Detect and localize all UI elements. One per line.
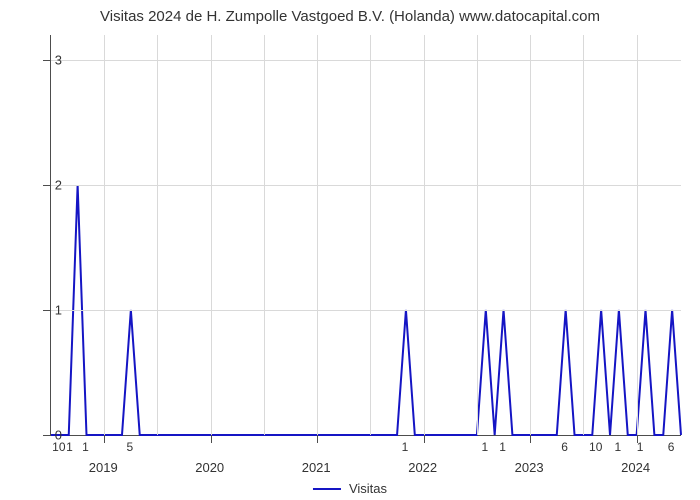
- grid-line-v: [530, 35, 531, 435]
- grid-line-v: [583, 35, 584, 435]
- x-axis-minor-label: 1: [402, 440, 409, 454]
- grid-line-v: [211, 35, 212, 435]
- x-axis-year-label: 2021: [302, 460, 331, 475]
- legend: Visitas: [313, 481, 387, 496]
- grid-line-v: [424, 35, 425, 435]
- y-tick: [43, 310, 51, 311]
- x-axis-minor-label: 5: [127, 440, 134, 454]
- x-tick: [530, 435, 531, 443]
- y-axis-label: 2: [55, 178, 62, 193]
- legend-swatch: [313, 488, 341, 490]
- x-axis-minor-label: 6: [561, 440, 568, 454]
- x-axis-minor-label: 1: [499, 440, 506, 454]
- x-tick: [211, 435, 212, 443]
- y-tick: [43, 185, 51, 186]
- x-axis-year-label: 2019: [89, 460, 118, 475]
- grid-line-v: [370, 35, 371, 435]
- grid-line-v: [264, 35, 265, 435]
- x-axis-year-label: 2022: [408, 460, 437, 475]
- x-axis-minor-label: 1: [637, 440, 644, 454]
- visits-chart: Visitas 2024 de H. Zumpolle Vastgoed B.V…: [0, 0, 700, 500]
- y-tick: [43, 60, 51, 61]
- x-axis-year-label: 2020: [195, 460, 224, 475]
- grid-line-h: [51, 60, 681, 61]
- grid-line-v: [317, 35, 318, 435]
- x-axis-year-label: 2024: [621, 460, 650, 475]
- x-axis-minor-label: 1: [82, 440, 89, 454]
- x-tick: [317, 435, 318, 443]
- plot-area: [50, 35, 681, 436]
- grid-line-h: [51, 310, 681, 311]
- grid-line-v: [477, 35, 478, 435]
- y-axis-label: 3: [55, 53, 62, 68]
- grid-line-h: [51, 185, 681, 186]
- grid-line-v: [157, 35, 158, 435]
- grid-line-v: [637, 35, 638, 435]
- x-axis-minor-label: 1: [66, 440, 73, 454]
- x-axis-minor-label: 10: [52, 440, 65, 454]
- x-tick: [104, 435, 105, 443]
- grid-line-v: [104, 35, 105, 435]
- x-axis-year-label: 2023: [515, 460, 544, 475]
- chart-title: Visitas 2024 de H. Zumpolle Vastgoed B.V…: [0, 0, 700, 25]
- x-axis-minor-label: 6: [668, 440, 675, 454]
- line-plot-svg: [51, 35, 681, 435]
- x-tick: [424, 435, 425, 443]
- x-axis-minor-label: 10: [589, 440, 602, 454]
- legend-label: Visitas: [349, 481, 387, 496]
- y-tick: [43, 435, 51, 436]
- y-axis-label: 1: [55, 303, 62, 318]
- x-axis-minor-label: 1: [615, 440, 622, 454]
- x-axis-minor-label: 1: [481, 440, 488, 454]
